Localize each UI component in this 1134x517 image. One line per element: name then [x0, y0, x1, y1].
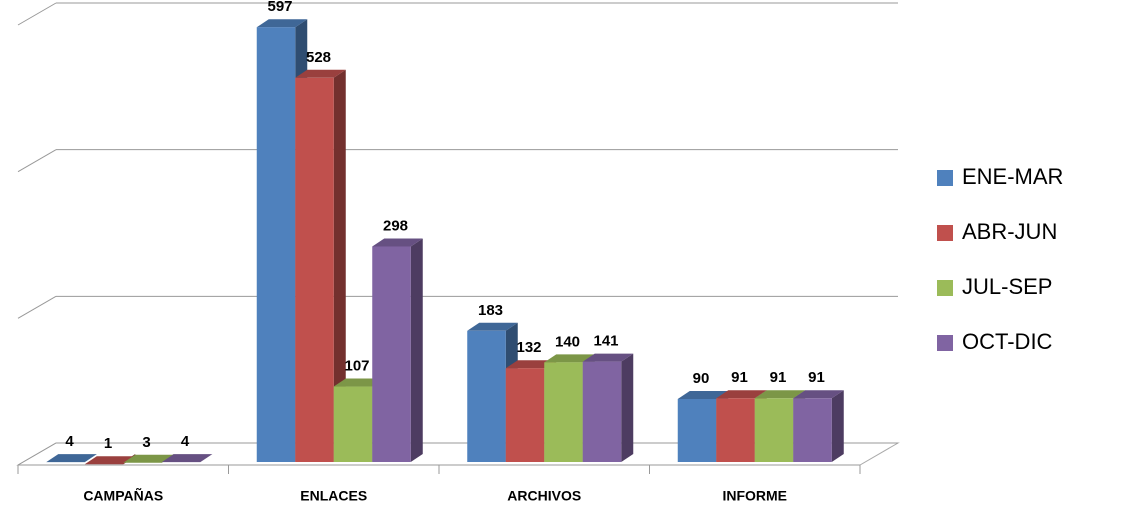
- bar-face: [793, 390, 844, 399]
- data-label: 1: [104, 435, 112, 452]
- bar: [46, 454, 97, 463]
- data-label: 4: [181, 433, 190, 450]
- grid-line-side: [17, 295, 57, 319]
- bar-face: [46, 454, 97, 463]
- data-label: 107: [344, 358, 369, 375]
- bar-face: [716, 398, 755, 462]
- bar-face: [505, 368, 545, 462]
- data-label: 4: [65, 433, 74, 450]
- x-tick-label: CAMPAÑAS: [83, 487, 163, 504]
- data-label: 528: [306, 49, 331, 66]
- grid-line-side: [17, 442, 57, 466]
- bar-face: [505, 360, 557, 369]
- bar-face: [677, 399, 717, 462]
- bar-face: [256, 27, 296, 462]
- legend-swatch: [937, 280, 953, 296]
- bar-face: [467, 330, 506, 462]
- bar-face: [295, 77, 334, 463]
- bar-face: [754, 390, 806, 399]
- bar-face: [793, 398, 832, 462]
- grid-line-side: [17, 2, 57, 26]
- bar: [161, 454, 213, 463]
- bar-face: [716, 390, 767, 399]
- bar-face: [544, 354, 595, 363]
- bar: [793, 390, 844, 462]
- bar-face: [84, 456, 136, 465]
- bar-face: [123, 454, 174, 463]
- bar-face: [333, 386, 373, 462]
- x-tick-label: ENLACES: [300, 488, 367, 504]
- x-tick-label: INFORME: [722, 488, 787, 504]
- data-label: 298: [383, 217, 408, 234]
- legend-label: JUL-SEP: [962, 274, 1052, 299]
- bar-face: [467, 322, 518, 331]
- bar: [295, 69, 346, 463]
- legend-swatch: [937, 170, 953, 186]
- bar-face: [372, 238, 423, 247]
- bar: [582, 353, 634, 462]
- bar-face: [410, 238, 423, 462]
- bar-face: [831, 390, 844, 462]
- legend-label: ABR-JUN: [962, 219, 1057, 244]
- bar-face: [295, 69, 346, 78]
- bar-face: [333, 378, 385, 387]
- data-label: 3: [142, 434, 150, 451]
- bar-face: [621, 353, 634, 462]
- bar: [372, 238, 423, 462]
- bar-face: [372, 246, 411, 462]
- bar-face: [333, 69, 346, 463]
- legend-label: OCT-DIC: [962, 329, 1053, 354]
- grid-line-side: [17, 149, 57, 173]
- bar-face: [256, 19, 308, 28]
- bar-face: [754, 398, 794, 462]
- x-tick-label: ARCHIVOS: [507, 488, 581, 504]
- data-label: 91: [731, 369, 748, 386]
- legend-swatch: [937, 335, 953, 351]
- bar-face: [677, 391, 729, 399]
- data-label: 132: [516, 339, 541, 356]
- data-label: 91: [808, 369, 825, 386]
- bar-face: [582, 361, 622, 462]
- data-label: 183: [478, 302, 503, 319]
- data-label: 90: [693, 370, 710, 387]
- data-label: 597: [267, 0, 292, 15]
- bar-face: [582, 353, 634, 362]
- data-label: 91: [770, 369, 787, 386]
- legend-swatch: [937, 225, 953, 241]
- legend-label: ENE-MAR: [962, 164, 1063, 189]
- bar-face: [161, 454, 213, 463]
- data-label: 140: [555, 333, 580, 350]
- bar-face: [544, 362, 583, 462]
- data-label: 141: [593, 333, 618, 350]
